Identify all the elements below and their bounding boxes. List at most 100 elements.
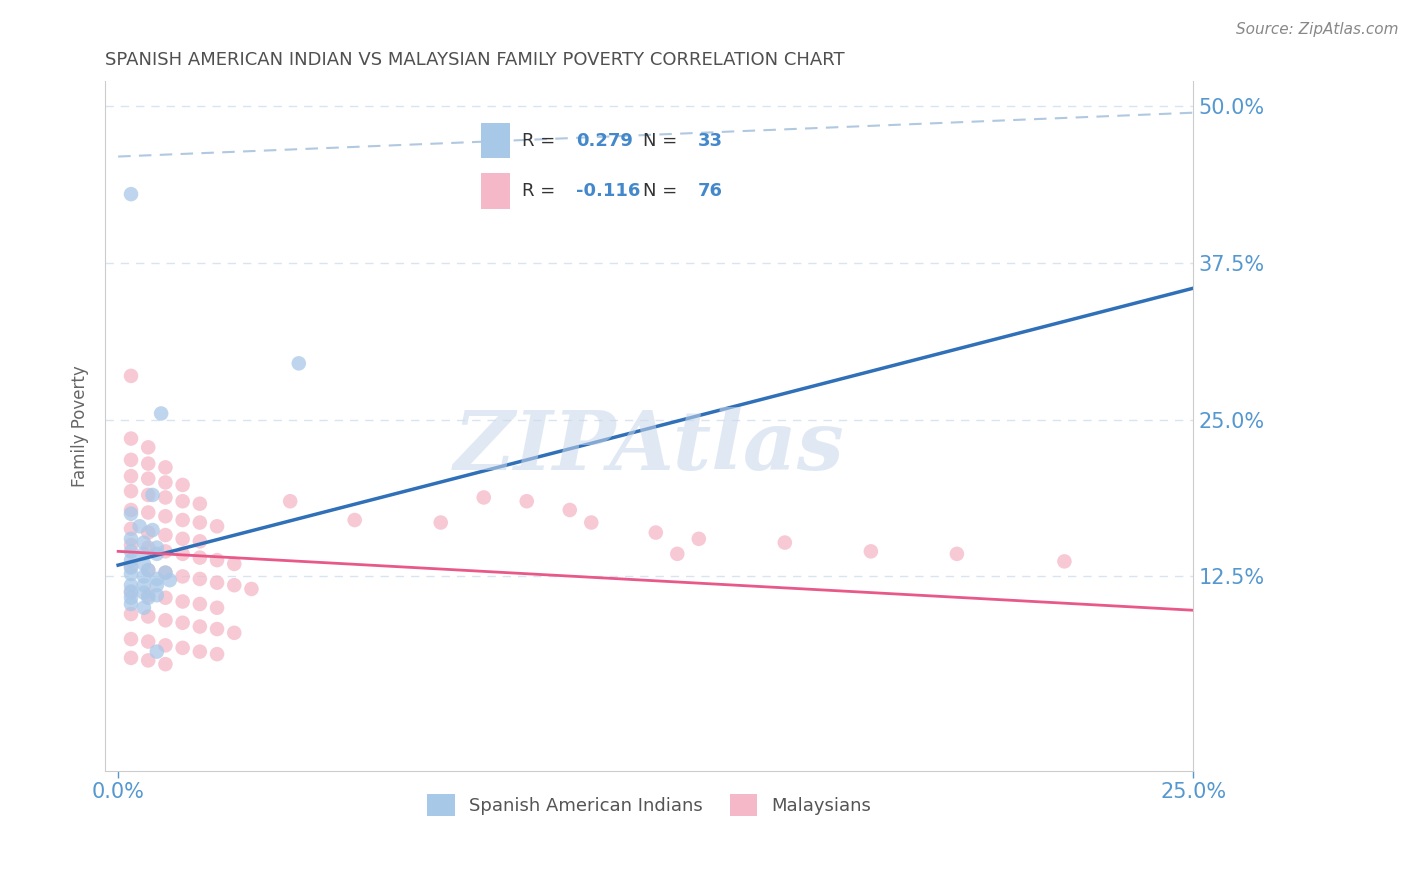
Point bbox=[136, 609, 159, 624]
Point bbox=[120, 532, 142, 546]
Point bbox=[155, 491, 177, 505]
Point bbox=[136, 488, 159, 502]
Point bbox=[120, 432, 142, 446]
Point bbox=[472, 491, 495, 505]
Point bbox=[172, 569, 194, 583]
Point bbox=[120, 585, 142, 599]
Point bbox=[146, 547, 169, 561]
Point bbox=[155, 475, 177, 490]
Point bbox=[132, 547, 155, 561]
Point bbox=[120, 560, 142, 574]
Point bbox=[120, 187, 142, 202]
Point bbox=[188, 572, 211, 586]
Text: SPANISH AMERICAN INDIAN VS MALAYSIAN FAMILY POVERTY CORRELATION CHART: SPANISH AMERICAN INDIAN VS MALAYSIAN FAM… bbox=[105, 51, 845, 69]
Point bbox=[136, 541, 159, 555]
Point bbox=[120, 559, 142, 574]
Point bbox=[141, 488, 163, 502]
Point bbox=[188, 645, 211, 659]
Point bbox=[516, 494, 538, 508]
Point bbox=[155, 566, 177, 580]
Point bbox=[136, 653, 159, 667]
Point bbox=[558, 503, 581, 517]
Point bbox=[146, 588, 169, 602]
Point bbox=[188, 534, 211, 549]
Point bbox=[120, 597, 142, 611]
Point bbox=[120, 507, 142, 521]
Point bbox=[120, 632, 142, 646]
Point bbox=[136, 440, 159, 454]
Point bbox=[188, 497, 211, 511]
Point bbox=[136, 563, 159, 577]
Text: ZIPAtlas: ZIPAtlas bbox=[454, 407, 845, 487]
Point bbox=[132, 600, 155, 615]
Point bbox=[188, 550, 211, 565]
Point bbox=[132, 578, 155, 592]
Point bbox=[132, 585, 155, 599]
Point bbox=[155, 638, 177, 652]
Point bbox=[120, 544, 142, 558]
Point bbox=[120, 368, 142, 383]
Point bbox=[132, 535, 155, 549]
Point bbox=[136, 591, 159, 605]
Point bbox=[240, 582, 263, 596]
Point bbox=[120, 469, 142, 483]
Point bbox=[155, 566, 177, 580]
Point bbox=[120, 607, 142, 621]
Point bbox=[172, 532, 194, 546]
Legend: Spanish American Indians, Malaysians: Spanish American Indians, Malaysians bbox=[420, 788, 879, 823]
Point bbox=[155, 544, 177, 558]
Point bbox=[859, 544, 882, 558]
Point bbox=[120, 578, 142, 592]
Point bbox=[172, 547, 194, 561]
Point bbox=[146, 578, 169, 592]
Point bbox=[288, 356, 311, 370]
Point bbox=[155, 591, 177, 605]
Point bbox=[120, 484, 142, 499]
Point bbox=[146, 645, 169, 659]
Point bbox=[172, 640, 194, 655]
Point bbox=[136, 506, 159, 520]
Point bbox=[120, 651, 142, 665]
Point bbox=[150, 407, 173, 421]
Point bbox=[120, 453, 142, 467]
Point bbox=[205, 600, 228, 615]
Point bbox=[120, 538, 142, 552]
Point bbox=[224, 578, 246, 592]
Point bbox=[172, 594, 194, 608]
Point bbox=[136, 472, 159, 486]
Point bbox=[644, 525, 666, 540]
Point bbox=[155, 509, 177, 524]
Point bbox=[120, 553, 142, 567]
Point bbox=[120, 566, 142, 581]
Point bbox=[205, 622, 228, 636]
Point bbox=[188, 597, 211, 611]
Point bbox=[1053, 554, 1076, 568]
Point bbox=[136, 525, 159, 540]
Point bbox=[136, 457, 159, 471]
Point bbox=[205, 575, 228, 590]
Point bbox=[429, 516, 451, 530]
Point bbox=[120, 591, 142, 605]
Point bbox=[136, 634, 159, 648]
Point bbox=[172, 615, 194, 630]
Point bbox=[172, 513, 194, 527]
Point bbox=[159, 573, 181, 587]
Y-axis label: Family Poverty: Family Poverty bbox=[72, 365, 89, 487]
Point bbox=[132, 557, 155, 571]
Point bbox=[155, 528, 177, 542]
Point bbox=[946, 547, 969, 561]
Point bbox=[146, 541, 169, 555]
Point bbox=[188, 516, 211, 530]
Point bbox=[205, 553, 228, 567]
Point bbox=[155, 460, 177, 475]
Point bbox=[205, 519, 228, 533]
Point bbox=[128, 519, 150, 533]
Point bbox=[120, 503, 142, 517]
Point bbox=[224, 557, 246, 571]
Point bbox=[224, 625, 246, 640]
Point bbox=[773, 535, 796, 549]
Point bbox=[155, 657, 177, 672]
Point bbox=[136, 563, 159, 577]
Point bbox=[136, 588, 159, 602]
Point bbox=[188, 619, 211, 633]
